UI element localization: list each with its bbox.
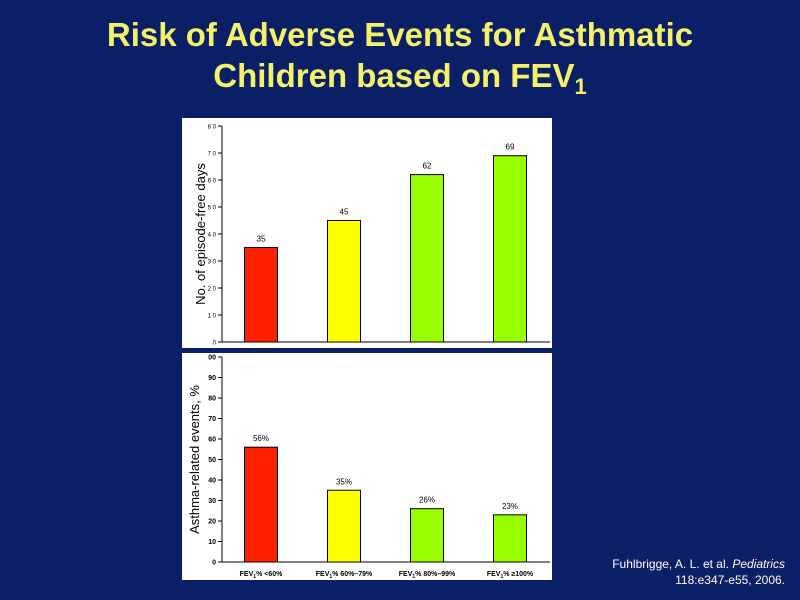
episode-free-days-chart-svg: 0 1 0 2 0 3 0 4 0 5 0 6 0 7 0 8 0 No. of episode-…: [193, 125, 550, 347]
citation-reference: 118:e347-e55, 2006.: [675, 573, 785, 587]
y-tick-label: 1 0: [208, 314, 217, 320]
y-tick-label: 70: [208, 416, 216, 423]
asthma-events-chart-svg: 0 10 20 30 40 50 60 70 80 90 00 Asthma-related even…: [187, 355, 550, 580]
bar-data-label: 62: [423, 162, 432, 171]
y-tick-label: 8 0: [208, 125, 217, 131]
y-tick-label: 10: [208, 539, 216, 546]
slide-title-line2: Children based on FEV1: [0, 55, 800, 99]
bar-data-label: 45: [340, 208, 349, 217]
x-category-label-rest: % ≥100%: [503, 571, 534, 578]
x-category-label-subscript: 1: [329, 574, 332, 580]
x-category-label-subscript: 1: [412, 574, 415, 580]
x-category-label: FEV1% <60%: [240, 571, 283, 580]
x-category-label-rest: % 60%–79%: [332, 571, 373, 578]
bar-data-label: 26%: [419, 496, 435, 505]
y-tick-label: 7 0: [208, 152, 217, 158]
y-tick-label: 6 0: [208, 179, 217, 185]
y-tick-label: 90: [208, 375, 216, 382]
y-tick-label: 5 0: [208, 206, 217, 212]
x-category-label-base: FEV: [399, 571, 413, 578]
x-category-label-base: FEV: [240, 571, 254, 578]
bar-data-label: 23%: [502, 502, 518, 511]
y-axis-label: No. of episode-free days: [193, 163, 208, 305]
bar: [493, 514, 527, 563]
y-tick-label: 30: [208, 498, 216, 505]
asthma-events-chart: 0 10 20 30 40 50 60 70 80 90 00 Asthma-related even…: [182, 353, 552, 580]
bar-data-label: 35: [257, 235, 266, 244]
x-category-label: FEV1% 80%–99%: [399, 571, 456, 580]
episode-free-days-chart: 0 1 0 2 0 3 0 4 0 5 0 6 0 7 0 8 0 No. of episode-…: [182, 118, 552, 348]
bar: [244, 446, 278, 563]
slide-title-subscript: 1: [574, 74, 587, 99]
citation: Fuhlbrigge, A. L. et al. Pediatrics 118:…: [580, 556, 785, 588]
slide-title-line1: Risk of Adverse Events for Asthmatic: [106, 16, 694, 53]
bar-data-label: 35%: [336, 477, 352, 486]
y-tick-label: 2 0: [208, 287, 217, 293]
slide-title-line2-text: Children based on FEV: [213, 57, 575, 94]
y-tick-label: 3 0: [208, 260, 217, 266]
y-tick-label: 4 0: [208, 233, 217, 239]
y-tick-label: 00: [208, 355, 216, 362]
y-tick-label: 0: [213, 341, 217, 347]
x-category-label-subscript: 1: [253, 574, 256, 580]
y-tick-label: 20: [208, 519, 216, 526]
x-category-label-base: FEV: [316, 571, 330, 578]
y-tick-label: 40: [208, 478, 216, 485]
bar: [244, 247, 278, 343]
bar: [493, 155, 527, 343]
bar: [327, 489, 361, 563]
x-category-label-rest: % <60%: [256, 571, 283, 578]
bar-data-label: 69: [506, 143, 515, 152]
y-tick-label: 50: [208, 457, 216, 464]
bar-data-label: 56%: [253, 434, 269, 443]
x-category-label: FEV1% ≥100%: [487, 571, 534, 580]
x-category-label: FEV1% 60%–79%: [316, 571, 373, 580]
y-tick-label: 0: [212, 560, 216, 567]
citation-journal: Pediatrics: [732, 557, 785, 571]
y-tick-label: 60: [208, 437, 216, 444]
x-category-label-subscript: 1: [500, 574, 503, 580]
bar: [327, 220, 361, 343]
y-axis-label: Asthma-related events, %: [187, 385, 202, 534]
bar: [410, 508, 444, 563]
citation-authors: Fuhlbrigge, A. L. et al.: [612, 557, 729, 571]
y-tick-label: 80: [208, 396, 216, 403]
bar: [410, 174, 444, 343]
slide-title: Risk of Adverse Events for Asthmatic Chi…: [0, 14, 800, 99]
x-category-label-rest: % 80%–99%: [415, 571, 456, 578]
x-category-label-base: FEV: [487, 571, 501, 578]
